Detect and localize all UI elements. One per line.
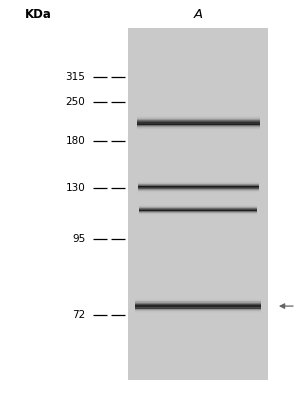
Bar — [137, 127, 260, 128]
Bar — [135, 312, 261, 313]
Bar — [135, 299, 261, 300]
Bar — [137, 119, 260, 120]
Text: 72: 72 — [72, 310, 85, 320]
Text: 315: 315 — [66, 72, 85, 82]
Bar — [137, 126, 260, 127]
Bar — [135, 307, 261, 308]
Text: 180: 180 — [66, 136, 85, 146]
Bar — [137, 122, 260, 123]
Bar — [135, 306, 261, 307]
Text: 250: 250 — [66, 97, 85, 107]
Bar — [135, 311, 261, 312]
Bar — [137, 121, 260, 122]
Bar — [137, 118, 260, 119]
Bar — [137, 116, 260, 117]
Bar — [135, 303, 261, 304]
Bar — [135, 308, 261, 309]
Bar — [135, 302, 261, 303]
Bar — [137, 120, 260, 121]
Bar — [137, 123, 260, 124]
Bar — [137, 124, 260, 125]
Bar — [137, 129, 260, 130]
Bar — [137, 125, 260, 126]
Bar — [135, 309, 261, 310]
Bar — [137, 117, 260, 118]
Bar — [135, 301, 261, 302]
Bar — [135, 304, 261, 305]
Bar — [137, 118, 260, 119]
Bar — [135, 305, 261, 306]
Text: 130: 130 — [66, 183, 85, 193]
Bar — [137, 123, 260, 124]
Bar — [135, 310, 261, 311]
Text: KDa: KDa — [24, 8, 51, 20]
Bar — [137, 128, 260, 129]
Text: A: A — [194, 8, 203, 20]
Bar — [135, 300, 261, 301]
Text: 95: 95 — [72, 234, 85, 244]
Bar — [128, 28, 268, 380]
